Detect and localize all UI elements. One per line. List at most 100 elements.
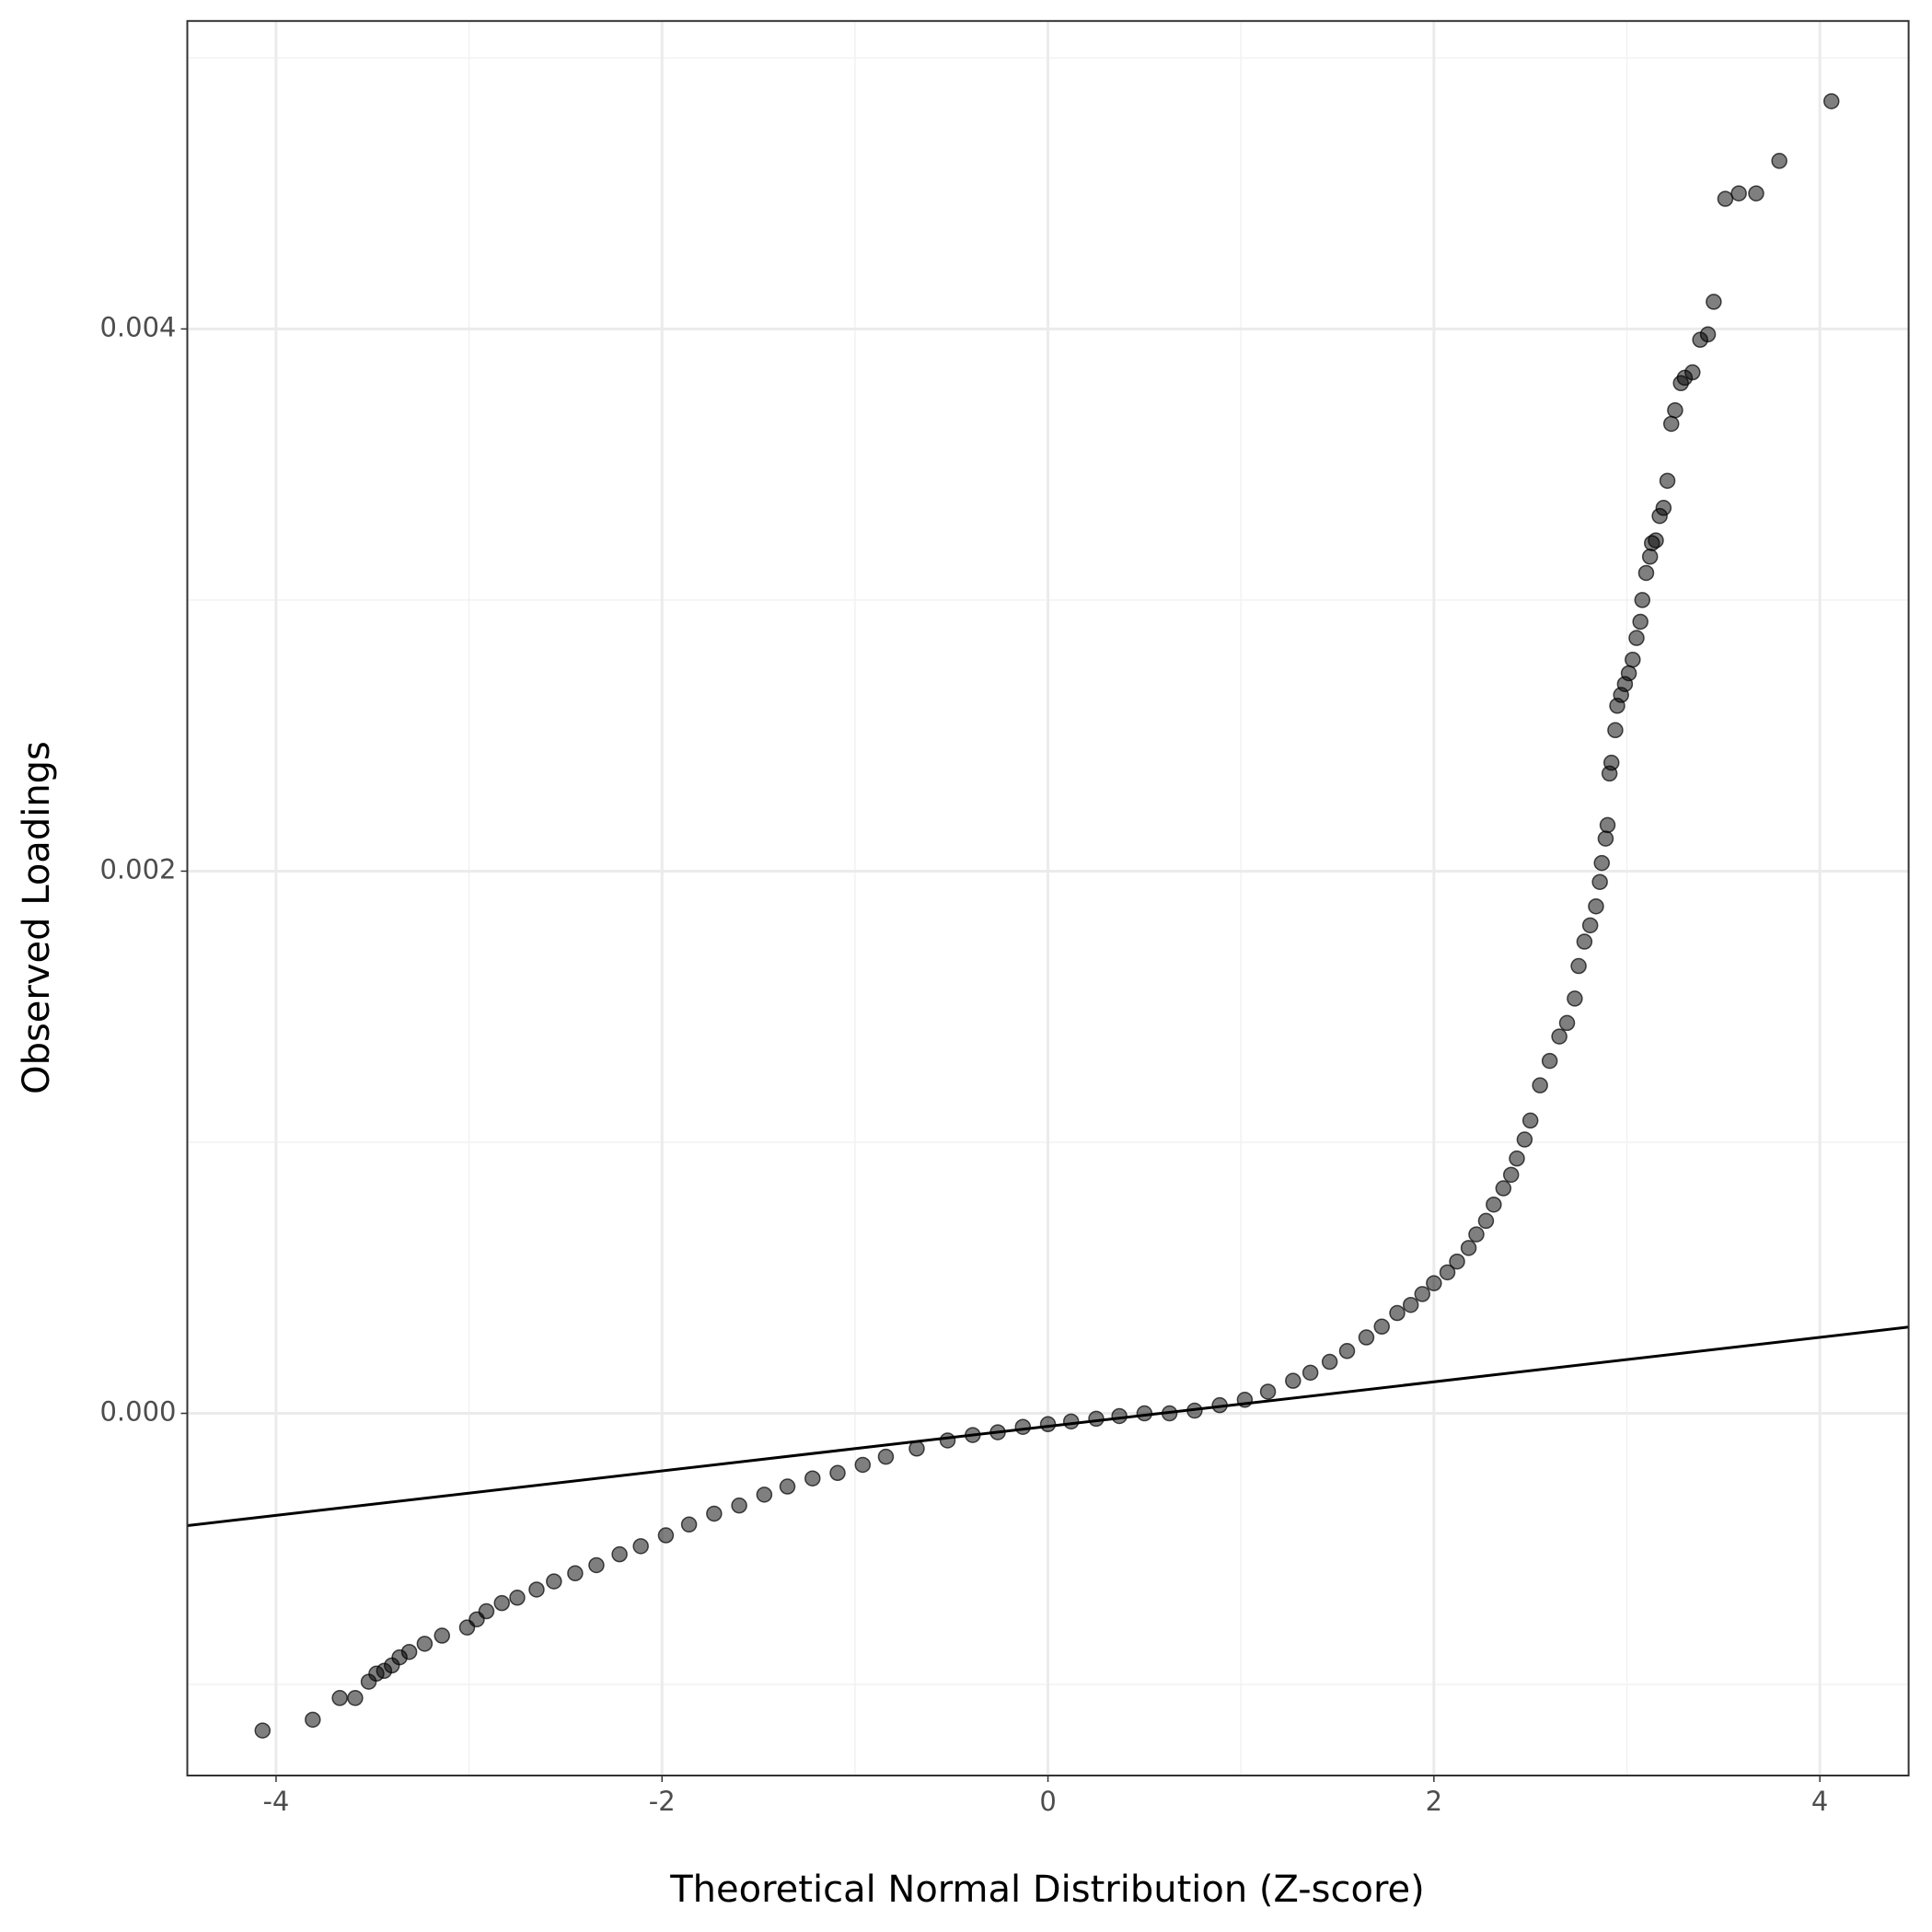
point	[877, 1448, 895, 1465]
point	[1259, 1383, 1277, 1400]
point	[1659, 472, 1676, 490]
point	[706, 1505, 723, 1522]
point	[632, 1538, 649, 1555]
point	[1088, 1410, 1105, 1428]
x-axis-title: Theoretical Normal Distribution (Z-score…	[669, 1868, 1425, 1911]
point	[1460, 1240, 1477, 1256]
point	[1111, 1407, 1128, 1425]
point	[1822, 93, 1840, 110]
point	[509, 1590, 526, 1606]
point	[478, 1602, 495, 1620]
point	[779, 1478, 796, 1495]
point	[1593, 854, 1611, 872]
point	[1748, 185, 1764, 202]
point	[588, 1556, 605, 1574]
point	[1541, 1052, 1558, 1070]
point	[1662, 415, 1680, 433]
point	[1449, 1253, 1465, 1270]
point	[1373, 1318, 1390, 1336]
point	[1632, 613, 1649, 631]
point	[1706, 294, 1722, 310]
point	[1301, 1364, 1319, 1382]
y-tick-label: 0.002	[99, 853, 176, 885]
point	[1634, 592, 1651, 608]
point	[1486, 1196, 1502, 1213]
point	[1532, 1077, 1548, 1093]
point	[1730, 185, 1747, 202]
point	[731, 1497, 747, 1514]
x-tick-label: 0	[1039, 1786, 1056, 1817]
point	[1655, 500, 1672, 516]
point	[1402, 1296, 1419, 1313]
point	[1321, 1353, 1338, 1371]
point	[416, 1636, 434, 1652]
point	[1551, 1028, 1568, 1045]
point	[1771, 153, 1787, 169]
point	[1602, 754, 1620, 771]
point	[1062, 1413, 1080, 1430]
plot-border	[186, 19, 1910, 1776]
point	[1641, 549, 1659, 565]
point	[611, 1545, 628, 1563]
point	[1699, 326, 1717, 343]
y-axis-title: Observed Loadings	[16, 741, 58, 1094]
point	[1039, 1416, 1057, 1433]
point	[1502, 1166, 1520, 1184]
point	[854, 1456, 872, 1474]
point	[305, 1711, 321, 1729]
point	[756, 1487, 773, 1503]
point	[1581, 917, 1599, 934]
point	[1570, 957, 1587, 975]
y-tick-label: 0.000	[99, 1396, 176, 1428]
point	[1684, 364, 1701, 381]
point	[528, 1581, 545, 1598]
point	[1468, 1226, 1485, 1243]
point	[939, 1432, 956, 1449]
point	[1558, 1014, 1576, 1032]
point	[657, 1527, 675, 1544]
x-tick-label: 4	[1811, 1786, 1828, 1817]
point	[1477, 1212, 1495, 1230]
point	[1426, 1275, 1442, 1291]
point	[1509, 1150, 1525, 1167]
point	[493, 1594, 510, 1612]
point	[680, 1516, 698, 1533]
point	[1285, 1372, 1301, 1389]
point	[1607, 722, 1624, 739]
point	[567, 1565, 584, 1582]
point	[347, 1690, 364, 1706]
point	[1576, 933, 1593, 950]
point	[804, 1470, 821, 1487]
point	[1597, 830, 1614, 847]
point	[400, 1643, 418, 1660]
point	[1591, 873, 1608, 890]
point	[1567, 990, 1583, 1007]
point	[1495, 1180, 1512, 1197]
point	[1637, 564, 1655, 582]
point	[1628, 630, 1645, 646]
point	[1521, 1112, 1539, 1129]
point	[1588, 897, 1604, 915]
point	[1516, 1131, 1533, 1148]
point	[434, 1627, 450, 1644]
point	[1625, 651, 1641, 668]
point	[1667, 401, 1683, 419]
point	[254, 1722, 272, 1739]
point	[1620, 665, 1637, 682]
point	[1338, 1343, 1356, 1359]
x-tick-label: 2	[1426, 1786, 1442, 1817]
point	[546, 1573, 562, 1590]
x-tick-label: -4	[262, 1786, 289, 1817]
reference-line	[187, 1325, 1909, 1527]
point	[1599, 816, 1616, 834]
point	[331, 1690, 348, 1706]
point	[1014, 1418, 1032, 1435]
point	[1414, 1286, 1431, 1302]
point	[1648, 532, 1664, 549]
point	[1358, 1329, 1375, 1346]
point	[1389, 1304, 1406, 1322]
point	[829, 1464, 846, 1482]
point	[1439, 1264, 1456, 1281]
y-tick-label: 0.004	[99, 311, 176, 342]
